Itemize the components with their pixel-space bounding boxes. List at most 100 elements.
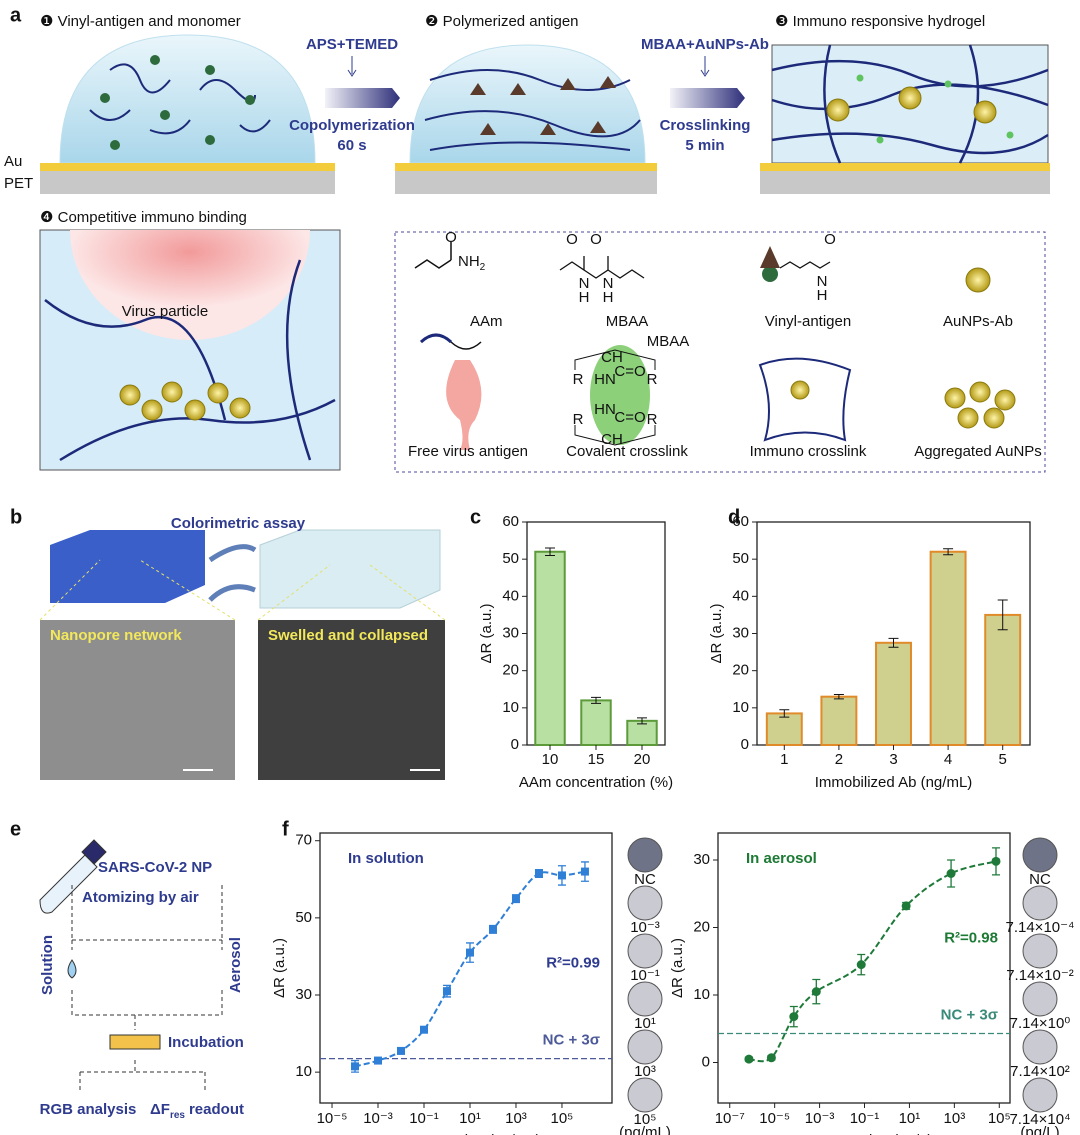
arrow-label: APS+TEMED bbox=[306, 36, 398, 53]
output-label: RGB analysis bbox=[40, 1101, 137, 1118]
sample-thumbnail bbox=[627, 1029, 663, 1065]
error-bar bbox=[997, 599, 1008, 631]
sample-thumbnail bbox=[1022, 885, 1058, 921]
atom-label: N bbox=[817, 273, 828, 290]
x-tick-label: 10⁻⁷ bbox=[715, 1110, 745, 1127]
atom-label: C=O bbox=[614, 409, 645, 426]
plot-frame bbox=[319, 832, 613, 1104]
panel-label: b bbox=[10, 506, 22, 528]
atom-label: HN bbox=[594, 371, 616, 388]
sample-thumbnail bbox=[627, 885, 663, 921]
y-tick-label: 10 bbox=[732, 699, 749, 716]
x-tick-label: 10⁻⁵ bbox=[759, 1110, 790, 1127]
chem-label: NH2 bbox=[458, 253, 486, 273]
panel-label: c bbox=[470, 506, 481, 528]
sample-thumbnail bbox=[1022, 933, 1058, 969]
y-tick-label: 30 bbox=[693, 851, 710, 868]
bar bbox=[580, 699, 612, 747]
atom-label: O bbox=[590, 231, 602, 248]
legend-label: AAm bbox=[470, 313, 503, 330]
marker bbox=[766, 1053, 776, 1063]
thumbnail-label: NC bbox=[1029, 871, 1051, 888]
error-bar bbox=[779, 709, 790, 718]
bar bbox=[929, 550, 967, 746]
sample-thumbnail bbox=[627, 981, 663, 1017]
atom-label: CH bbox=[601, 349, 623, 366]
marker bbox=[419, 1025, 428, 1034]
x-tick-label: 10⁻⁵ bbox=[317, 1110, 348, 1127]
marker bbox=[442, 987, 451, 996]
x-axis-label: Immobilized Ab (ng/mL) bbox=[815, 774, 973, 791]
arrow-label: Copolymerization bbox=[289, 117, 415, 134]
x-tick-label: 10⁻³ bbox=[363, 1110, 393, 1127]
x-tick-label: 10⁵ bbox=[551, 1110, 574, 1127]
panel-label: e bbox=[10, 818, 21, 840]
y-tick-label: 30 bbox=[732, 624, 749, 641]
marker bbox=[557, 871, 566, 880]
panel-label: d bbox=[728, 506, 740, 528]
atom-label: N bbox=[579, 275, 590, 292]
bar bbox=[984, 613, 1022, 747]
atom-label: R bbox=[647, 411, 658, 428]
legend: AAm MBAA Vinyl-antigen AuNPs-Ab Free virus a… bbox=[408, 313, 1042, 460]
x-tick-label: 10⁻¹ bbox=[409, 1110, 439, 1127]
y-axis-label: ΔR (a.u.) bbox=[669, 938, 686, 998]
substrate-label: Au bbox=[4, 153, 22, 170]
thumbnail-label: 7.14×10⁴ bbox=[1009, 1111, 1070, 1128]
y-axis-label: ΔR (a.u.) bbox=[478, 603, 495, 663]
virus-label: Virus particle bbox=[122, 303, 208, 320]
y-tick-label: 50 bbox=[295, 909, 312, 926]
x-axis-label: Concentration (pg/mL) bbox=[391, 1132, 540, 1135]
y-tick-label: 60 bbox=[502, 513, 519, 530]
marker bbox=[511, 894, 520, 903]
x-tick-label: 10⁻³ bbox=[805, 1110, 835, 1127]
y-tick-label: 10 bbox=[693, 986, 710, 1003]
marker bbox=[789, 1012, 799, 1022]
error-bar bbox=[833, 693, 844, 700]
y-tick-label: 0 bbox=[741, 736, 749, 753]
x-axis-label: AAm concentration (%) bbox=[519, 774, 673, 791]
x-tick-label: 15 bbox=[588, 751, 605, 768]
chart-title: In aerosol bbox=[746, 850, 817, 867]
y-axis-label: ΔR (a.u.) bbox=[271, 938, 288, 998]
legend-label: Covalent crosslink bbox=[566, 443, 688, 460]
panel-b-art bbox=[39, 529, 446, 780]
y-tick-label: 40 bbox=[732, 587, 749, 604]
bar bbox=[626, 719, 658, 747]
arrow-label: Crosslinking bbox=[660, 117, 751, 134]
marker bbox=[374, 1056, 383, 1065]
y-tick-label: 20 bbox=[732, 662, 749, 679]
sample-thumbnail bbox=[1022, 837, 1058, 873]
legend-label: MBAA bbox=[606, 313, 649, 330]
thumbnail-label: 10³ bbox=[634, 1063, 656, 1080]
atom-label: R bbox=[647, 371, 658, 388]
x-tick-label: 10¹ bbox=[899, 1110, 921, 1127]
atom-label: O bbox=[824, 231, 836, 248]
x-tick-label: 20 bbox=[634, 751, 651, 768]
thumbnail-unit: (pg/mL) bbox=[619, 1124, 671, 1135]
marker bbox=[744, 1054, 754, 1064]
sample-thumbnail bbox=[627, 1077, 663, 1113]
step-label: ❹ Competitive immuno binding bbox=[40, 209, 247, 226]
sample-thumbnail bbox=[1022, 1077, 1058, 1113]
step-label: ❸ Immuno responsive hydrogel bbox=[775, 13, 985, 30]
marker bbox=[580, 867, 589, 876]
marker bbox=[991, 856, 1001, 866]
threshold-label: NC + 3σ bbox=[543, 1032, 600, 1049]
marker bbox=[465, 948, 474, 957]
marker bbox=[811, 987, 821, 997]
y-tick-label: 60 bbox=[732, 513, 749, 530]
chart-title: In solution bbox=[348, 850, 424, 867]
error-bar bbox=[943, 548, 954, 556]
panel-e-art bbox=[39, 839, 223, 1092]
thumbnail-label: 10⁵ bbox=[634, 1111, 657, 1128]
arrow-label: 5 min bbox=[685, 137, 724, 154]
atom-label: R bbox=[573, 371, 584, 388]
y-tick-label: 70 bbox=[295, 832, 312, 849]
y-tick-label: 20 bbox=[502, 662, 519, 679]
marker bbox=[351, 1062, 360, 1071]
error-bar bbox=[888, 637, 899, 648]
fit-annotation: R²=0.99 bbox=[546, 955, 600, 972]
